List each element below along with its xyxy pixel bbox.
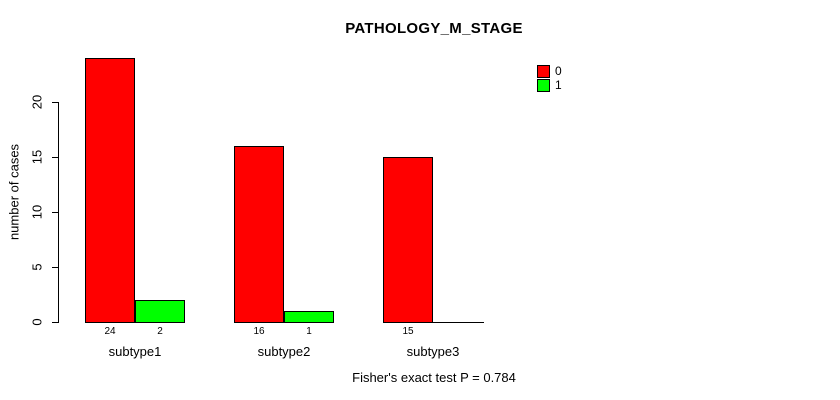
y-tick-label-20: 20 [29, 94, 45, 110]
legend-item-0: 0 [537, 64, 562, 78]
y-tick-mark-5 [52, 267, 58, 268]
y-axis-label: number of cases [6, 143, 22, 241]
legend-label-1: 1 [555, 77, 562, 92]
bar-value-label-subtype2-1: 1 [306, 326, 312, 337]
y-axis-line [58, 102, 59, 323]
y-tick-mark-15 [52, 157, 58, 158]
legend-swatch-green [537, 78, 550, 92]
bar-subtype1-series-1 [135, 300, 185, 323]
legend: 0 1 [537, 64, 562, 92]
bar-subtype3-series-0 [383, 157, 433, 323]
bar-value-label-subtype2-0: 16 [253, 326, 265, 337]
y-tick-mark-10 [52, 212, 58, 213]
legend-item-1: 1 [537, 78, 562, 92]
bar-subtype2-series-0 [234, 146, 284, 323]
chart-title: PATHOLOGY_M_STAGE [345, 20, 523, 37]
y-tick-label-15: 15 [29, 149, 45, 165]
bar-subtype2-series-1 [284, 311, 334, 323]
y-tick-label-0: 0 [29, 318, 45, 326]
y-tick-mark-20 [52, 102, 58, 103]
x-axis-label-subtype2: subtype2 [257, 344, 311, 359]
bar-value-label-subtype1-1: 2 [157, 326, 163, 337]
x-axis-label-subtype1: subtype1 [108, 344, 162, 359]
y-tick-label-5: 5 [29, 263, 45, 271]
x-axis-label-subtype3: subtype3 [406, 344, 460, 359]
bar-subtype1-series-0 [85, 58, 135, 323]
y-tick-label-10: 10 [29, 204, 45, 220]
legend-swatch-red [537, 64, 550, 78]
bar-value-label-subtype1-0: 24 [104, 326, 116, 337]
bar-value-label-subtype3-0: 15 [402, 326, 414, 337]
bar-subtype3-series-1-zero [433, 322, 484, 323]
y-tick-mark-0 [52, 322, 58, 323]
fisher-test-annotation: Fisher's exact test P = 0.784 [352, 370, 516, 385]
legend-label-0: 0 [555, 63, 562, 78]
